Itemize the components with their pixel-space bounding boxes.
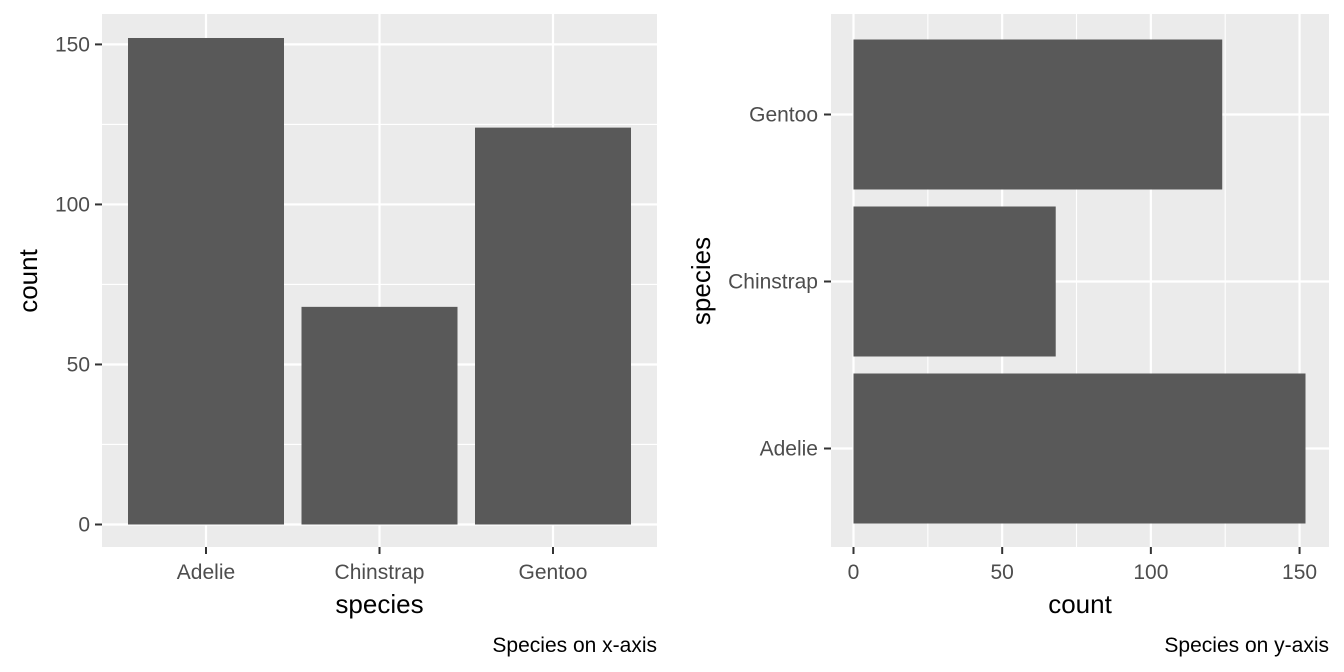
- x-tick-label-0: 0: [848, 561, 860, 584]
- y-tick-label-50: 50: [67, 353, 90, 376]
- x-axis-ticks-right: 0 50 100 150: [848, 547, 1317, 584]
- y-axis-ticks-right: Adelie Chinstrap Gentoo: [728, 104, 831, 461]
- x-tick-label-100: 100: [1133, 561, 1168, 584]
- bar-adelie: [853, 373, 1306, 524]
- y-tick-label-100: 100: [55, 193, 90, 216]
- x-tick-label-50: 50: [991, 561, 1014, 584]
- y-axis-ticks-left: 0 50 100 150: [55, 33, 102, 537]
- x-tick-label-150: 150: [1282, 561, 1317, 584]
- bar-chinstrap: [853, 206, 1056, 357]
- x-tick-label-adelie: Adelie: [177, 561, 235, 584]
- y-axis-title-right: species: [686, 237, 716, 325]
- chart-species-on-y-axis: Adelie Chinstrap Gentoo 0 50 100 150 count sp…: [686, 14, 1329, 657]
- caption-right: Species on y-axis: [1164, 634, 1329, 657]
- y-tick-label-adelie: Adelie: [760, 438, 818, 461]
- bar-adelie: [128, 38, 284, 525]
- y-tick-label-gentoo: Gentoo: [749, 104, 818, 127]
- bars-left: [128, 38, 631, 525]
- caption-left: Species on x-axis: [492, 634, 657, 657]
- y-tick-label-chinstrap: Chinstrap: [728, 271, 818, 294]
- bar-gentoo: [475, 127, 631, 525]
- bar-chinstrap: [301, 306, 458, 525]
- y-tick-label-150: 150: [55, 33, 90, 56]
- x-tick-label-gentoo: Gentoo: [519, 561, 588, 584]
- bars-right: [853, 39, 1306, 524]
- x-tick-label-chinstrap: Chinstrap: [335, 561, 425, 584]
- x-axis-title-right: count: [1048, 589, 1112, 619]
- y-axis-title-left: count: [13, 248, 43, 312]
- x-axis-ticks-left: Adelie Chinstrap Gentoo: [177, 547, 588, 584]
- bar-gentoo: [853, 39, 1223, 190]
- y-tick-label-0: 0: [78, 514, 90, 537]
- x-axis-title-left: species: [335, 589, 423, 619]
